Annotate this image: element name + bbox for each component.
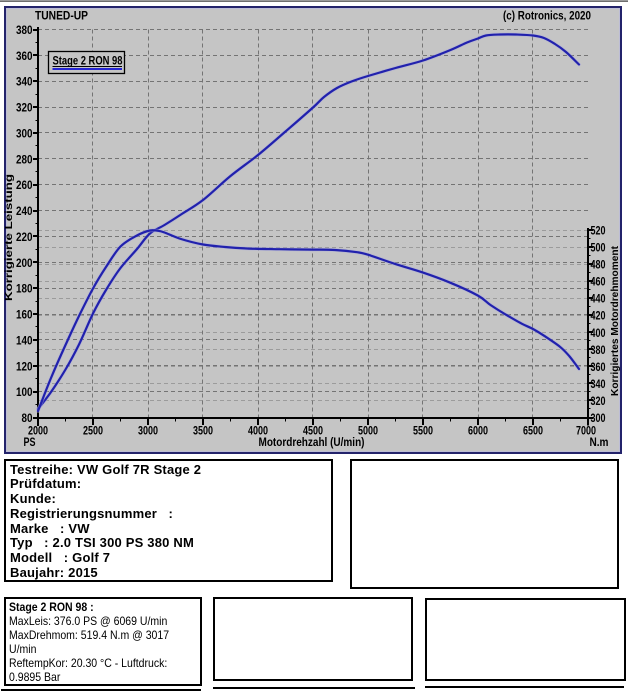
svg-text:440: 440 xyxy=(591,292,606,306)
svg-text:240: 240 xyxy=(16,204,33,218)
svg-text:7000: 7000 xyxy=(576,424,596,438)
svg-text:4000: 4000 xyxy=(248,424,268,438)
svg-text:120: 120 xyxy=(16,359,33,373)
svg-text:160: 160 xyxy=(16,308,33,322)
svg-text:340: 340 xyxy=(16,75,33,89)
svg-text:260: 260 xyxy=(16,178,33,192)
svg-text:180: 180 xyxy=(16,282,33,296)
svg-text:2000: 2000 xyxy=(28,424,48,438)
svg-text:200: 200 xyxy=(16,256,33,270)
svg-text:140: 140 xyxy=(16,333,33,347)
svg-text:PS: PS xyxy=(24,435,36,449)
svg-text:360: 360 xyxy=(591,360,606,374)
svg-text:6500: 6500 xyxy=(523,424,543,438)
svg-text:280: 280 xyxy=(16,152,33,166)
svg-text:380: 380 xyxy=(591,343,606,357)
svg-text:Stage 2 RON 98: Stage 2 RON 98 xyxy=(53,54,123,68)
svg-text:2500: 2500 xyxy=(83,424,103,438)
svg-text:380: 380 xyxy=(16,23,33,37)
svg-text:5000: 5000 xyxy=(358,424,378,438)
svg-text:Korrigiertes Motordrehmoment: Korrigiertes Motordrehmoment xyxy=(609,246,621,396)
svg-text:460: 460 xyxy=(591,275,606,289)
svg-text:300: 300 xyxy=(591,411,606,425)
svg-text:400: 400 xyxy=(591,326,606,340)
svg-text:3000: 3000 xyxy=(138,424,158,438)
svg-text:320: 320 xyxy=(16,101,33,115)
svg-text:340: 340 xyxy=(591,377,606,391)
svg-text:Korrigierte Leistung: Korrigierte Leistung xyxy=(3,174,15,301)
svg-text:360: 360 xyxy=(16,49,33,63)
svg-text:520: 520 xyxy=(591,224,606,238)
svg-text:Motordrehzahl (U/min): Motordrehzahl (U/min) xyxy=(259,435,365,449)
svg-text:420: 420 xyxy=(591,309,606,323)
svg-text:300: 300 xyxy=(16,127,33,141)
svg-text:500: 500 xyxy=(591,241,606,255)
svg-text:80: 80 xyxy=(22,411,33,425)
svg-text:220: 220 xyxy=(16,230,33,244)
svg-text:5500: 5500 xyxy=(413,424,433,438)
svg-text:4500: 4500 xyxy=(303,424,323,438)
svg-text:320: 320 xyxy=(591,394,606,408)
svg-text:100: 100 xyxy=(16,385,33,399)
svg-text:480: 480 xyxy=(591,258,606,272)
svg-text:6000: 6000 xyxy=(468,424,488,438)
svg-text:TUNED-UP: TUNED-UP xyxy=(35,9,88,23)
svg-text:(c) Rotronics, 2020: (c) Rotronics, 2020 xyxy=(503,9,591,23)
svg-text:N.m: N.m xyxy=(590,435,609,449)
svg-text:3500: 3500 xyxy=(193,424,213,438)
